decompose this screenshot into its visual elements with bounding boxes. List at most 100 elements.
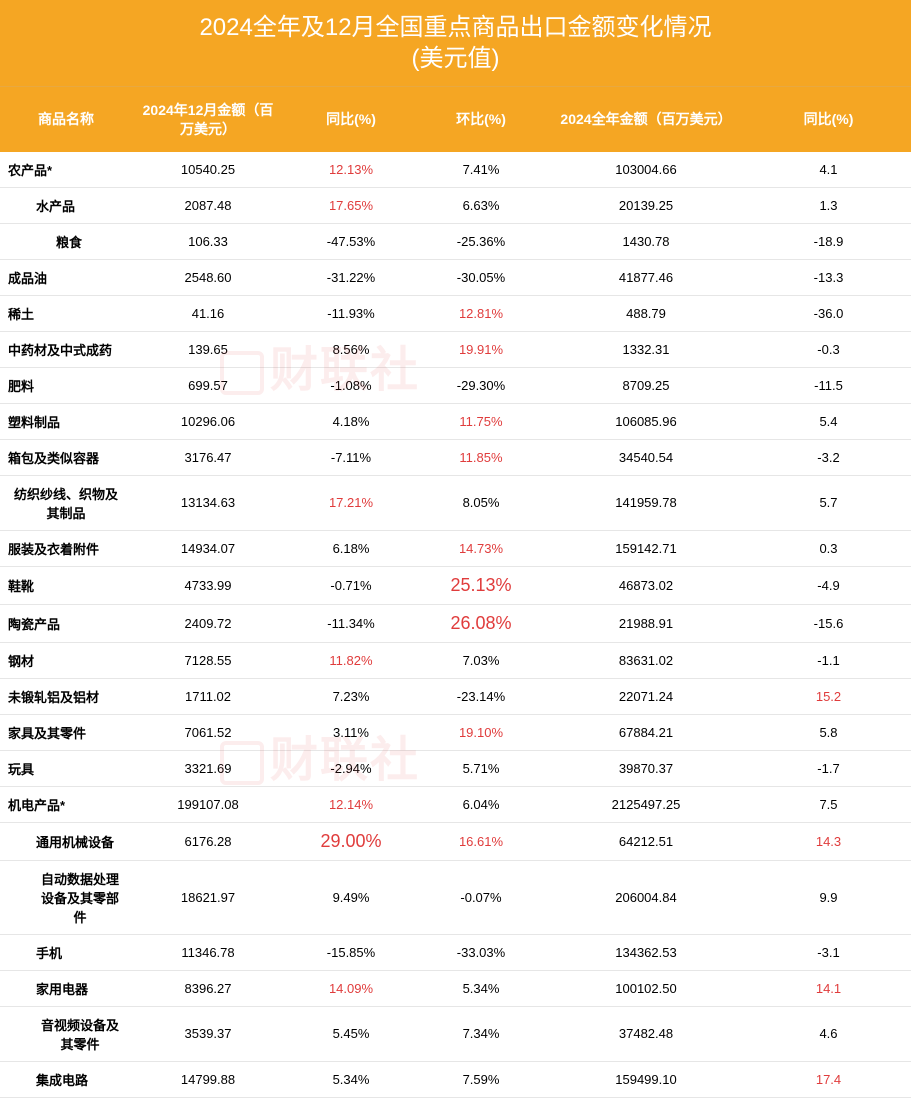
- row-mom: 19.10%: [416, 715, 546, 750]
- row-yoy2: -15.6: [746, 605, 911, 642]
- row-name: 音视频设备及其零件: [0, 1007, 130, 1061]
- table-row: 机电产品*199107.0812.14%6.04%2125497.257.5: [0, 787, 911, 823]
- table-row: 稀土41.16-11.93%12.81%488.79-36.0: [0, 296, 911, 332]
- row-yoy2: -3.1: [746, 935, 911, 970]
- row-yoy2: -4.9: [746, 567, 911, 604]
- table-row: 通用机械设备6176.2829.00%16.61%64212.5114.3: [0, 823, 911, 861]
- row-year-amount: 64212.51: [546, 823, 746, 860]
- row-year-amount: 159142.71: [546, 531, 746, 566]
- row-dec-amount: 6176.28: [130, 823, 286, 860]
- table-row: 肥料699.57-1.08%-29.30%8709.25-11.5: [0, 368, 911, 404]
- table-row: 自动数据处理设备及其零部件18621.979.49%-0.07%206004.8…: [0, 861, 911, 935]
- row-mom: -29.30%: [416, 368, 546, 403]
- row-dec-amount: 7061.52: [130, 715, 286, 750]
- row-yoy: -2.94%: [286, 751, 416, 786]
- row-yoy: 12.13%: [286, 152, 416, 187]
- row-yoy: -7.11%: [286, 440, 416, 475]
- row-mom: -30.05%: [416, 260, 546, 295]
- row-name: 塑料制品: [0, 404, 130, 439]
- row-name: 农产品*: [0, 152, 130, 187]
- row-dec-amount: 8396.27: [130, 971, 286, 1006]
- row-name: 稀土: [0, 296, 130, 331]
- table-row: 鞋靴4733.99-0.71%25.13%46873.02-4.9: [0, 567, 911, 605]
- row-year-amount: 488.79: [546, 296, 746, 331]
- row-year-amount: 46873.02: [546, 567, 746, 604]
- row-yoy2: 9.9: [746, 861, 911, 934]
- table-row: 陶瓷产品2409.72-11.34%26.08%21988.91-15.6: [0, 605, 911, 643]
- row-yoy: 8.56%: [286, 332, 416, 367]
- row-yoy: 4.18%: [286, 404, 416, 439]
- row-name: 纺织纱线、织物及其制品: [0, 476, 130, 530]
- table-row: 服装及衣着附件14934.076.18%14.73%159142.710.3: [0, 531, 911, 567]
- row-year-amount: 100102.50: [546, 971, 746, 1006]
- row-year-amount: 106085.96: [546, 404, 746, 439]
- table-row: 粮食106.33-47.53%-25.36%1430.78-18.9: [0, 224, 911, 260]
- row-mom: 7.03%: [416, 643, 546, 678]
- row-yoy: 5.45%: [286, 1007, 416, 1061]
- row-yoy2: 5.4: [746, 404, 911, 439]
- table-row: 音视频设备及其零件3539.375.45%7.34%37482.484.6: [0, 1007, 911, 1062]
- row-dec-amount: 18621.97: [130, 861, 286, 934]
- row-year-amount: 159499.10: [546, 1062, 746, 1097]
- row-name: 家具及其零件: [0, 715, 130, 750]
- header-mom: 环比(%): [416, 87, 546, 151]
- row-mom: -25.36%: [416, 224, 546, 259]
- row-yoy: 12.14%: [286, 787, 416, 822]
- row-mom: -33.03%: [416, 935, 546, 970]
- table-row: 家具及其零件7061.523.11%19.10%67884.215.8: [0, 715, 911, 751]
- row-yoy2: 5.7: [746, 476, 911, 530]
- row-name: 家用电器: [0, 971, 130, 1006]
- row-mom: 11.75%: [416, 404, 546, 439]
- title-line-2: (美元值): [0, 43, 911, 74]
- row-yoy2: -36.0: [746, 296, 911, 331]
- page-title: 2024全年及12月全国重点商品出口金额变化情况 (美元值): [0, 0, 911, 86]
- row-dec-amount: 41.16: [130, 296, 286, 331]
- row-year-amount: 67884.21: [546, 715, 746, 750]
- row-year-amount: 83631.02: [546, 643, 746, 678]
- row-yoy: 5.34%: [286, 1062, 416, 1097]
- row-dec-amount: 2409.72: [130, 605, 286, 642]
- row-year-amount: 206004.84: [546, 861, 746, 934]
- header-yoy2: 同比(%): [746, 87, 911, 151]
- row-yoy: -11.93%: [286, 296, 416, 331]
- row-year-amount: 20139.25: [546, 188, 746, 223]
- table-row: 中药材及中式成药139.658.56%19.91%1332.31-0.3: [0, 332, 911, 368]
- table-row: 成品油2548.60-31.22%-30.05%41877.46-13.3: [0, 260, 911, 296]
- row-year-amount: 41877.46: [546, 260, 746, 295]
- row-name: 机电产品*: [0, 787, 130, 822]
- row-dec-amount: 10540.25: [130, 152, 286, 187]
- header-dec-amount: 2024年12月金额（百万美元）: [130, 87, 286, 151]
- row-mom: 14.73%: [416, 531, 546, 566]
- table-row: 手机11346.78-15.85%-33.03%134362.53-3.1: [0, 935, 911, 971]
- row-dec-amount: 1711.02: [130, 679, 286, 714]
- row-dec-amount: 2548.60: [130, 260, 286, 295]
- row-yoy: 17.65%: [286, 188, 416, 223]
- row-mom: 26.08%: [416, 605, 546, 642]
- row-mom: 7.59%: [416, 1062, 546, 1097]
- row-dec-amount: 11346.78: [130, 935, 286, 970]
- row-year-amount: 37482.48: [546, 1007, 746, 1061]
- row-name: 水产品: [0, 188, 130, 223]
- row-yoy2: -11.5: [746, 368, 911, 403]
- row-name: 集成电路: [0, 1062, 130, 1097]
- row-mom: 5.34%: [416, 971, 546, 1006]
- row-yoy: -1.08%: [286, 368, 416, 403]
- row-yoy2: 0.3: [746, 531, 911, 566]
- row-yoy: 29.00%: [286, 823, 416, 860]
- row-name: 未锻轧铝及铝材: [0, 679, 130, 714]
- row-yoy: 7.23%: [286, 679, 416, 714]
- table-body: 农产品*10540.2512.13%7.41%103004.664.1水产品 20…: [0, 152, 911, 1098]
- row-dec-amount: 139.65: [130, 332, 286, 367]
- row-yoy2: 4.1: [746, 152, 911, 187]
- row-name: 鞋靴: [0, 567, 130, 604]
- table-row: 农产品*10540.2512.13%7.41%103004.664.1: [0, 152, 911, 188]
- row-yoy: -0.71%: [286, 567, 416, 604]
- row-yoy: 3.11%: [286, 715, 416, 750]
- row-year-amount: 103004.66: [546, 152, 746, 187]
- row-name: 肥料: [0, 368, 130, 403]
- row-name: 陶瓷产品: [0, 605, 130, 642]
- row-yoy2: 15.2: [746, 679, 911, 714]
- row-mom: 16.61%: [416, 823, 546, 860]
- row-dec-amount: 106.33: [130, 224, 286, 259]
- header-name: 商品名称: [0, 87, 130, 151]
